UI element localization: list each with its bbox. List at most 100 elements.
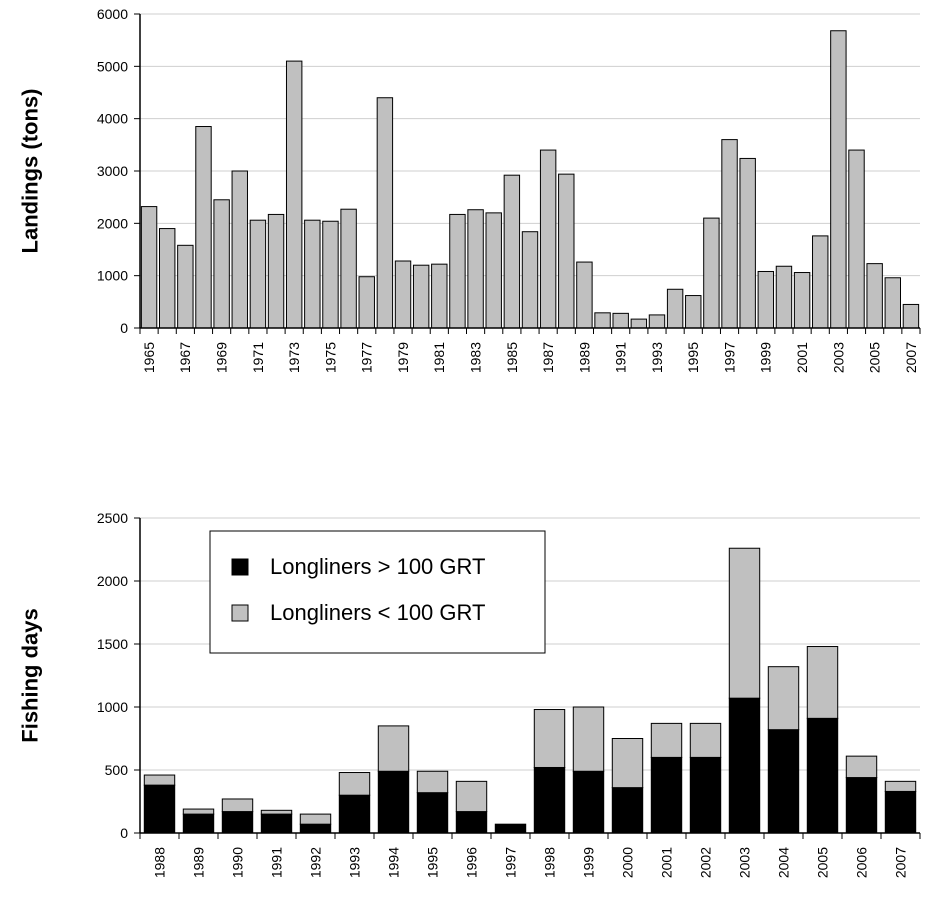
x-tick-label: 1969 <box>214 342 230 373</box>
x-tick-label: 1991 <box>613 342 629 373</box>
bar-large-longliners <box>455 811 488 834</box>
x-tick-label: 1971 <box>250 342 266 373</box>
bar-large-longliners <box>182 813 215 834</box>
y-tick-label: 500 <box>105 762 129 778</box>
bar-large-longliners <box>377 770 410 834</box>
legend-box <box>209 530 546 654</box>
bar <box>739 157 756 329</box>
x-tick-label: 1990 <box>229 847 245 878</box>
bar <box>539 149 557 329</box>
y-tick-label: 1000 <box>97 268 128 284</box>
legend-label: Longliners > 100 GRT <box>270 554 485 579</box>
x-tick-label: 2005 <box>814 847 830 878</box>
bar-large-longliners <box>299 823 332 834</box>
x-tick-label: 1977 <box>359 342 375 373</box>
bar <box>267 213 285 329</box>
bar <box>793 272 811 329</box>
bar <box>449 213 466 329</box>
bar <box>376 97 394 329</box>
bar <box>249 219 267 329</box>
bar-small-longliners <box>689 722 722 758</box>
x-tick-label: 2001 <box>658 847 674 878</box>
x-tick-label: 1973 <box>286 342 302 373</box>
bar <box>412 264 430 329</box>
y-tick-label: 4000 <box>97 111 128 127</box>
x-tick-label: 1979 <box>395 342 411 373</box>
bar <box>322 220 339 329</box>
x-tick-label: 1998 <box>541 847 557 878</box>
y-axis-title: Landings (tons) <box>18 89 43 254</box>
bar-large-longliners <box>611 787 644 834</box>
bar-large-longliners <box>143 784 176 834</box>
bar-small-longliners <box>221 798 254 813</box>
bar <box>213 199 230 329</box>
legend-swatch-small <box>231 604 249 622</box>
bar-large-longliners <box>260 813 293 834</box>
bar-large-longliners <box>221 811 254 834</box>
bar <box>902 303 920 329</box>
bar <box>830 30 847 329</box>
bar-small-longliners <box>728 547 761 699</box>
x-tick-label: 2007 <box>892 847 908 878</box>
bar <box>340 208 357 329</box>
x-tick-label: 1993 <box>346 847 362 878</box>
x-tick-label: 2005 <box>867 342 883 373</box>
bar <box>485 212 502 329</box>
x-tick-label: 2000 <box>619 847 635 878</box>
x-tick-label: 1989 <box>576 342 592 373</box>
fishing-days-panel: 0 500 1000 1500 2000 2500 1988 1989 1990 1991 1992… <box>18 510 921 878</box>
x-tick-label: 1992 <box>307 847 323 878</box>
x-tick-label: 1996 <box>463 847 479 878</box>
x-tick-label: 1999 <box>758 342 774 373</box>
bar <box>358 276 375 329</box>
x-tick-label: 2003 <box>830 342 846 373</box>
bar-large-longliners <box>767 729 800 834</box>
bar <box>721 139 738 329</box>
bar-small-longliners <box>572 706 605 772</box>
x-tick-label: 1997 <box>502 847 518 878</box>
y-tick-label: 1500 <box>97 636 128 652</box>
landings-panel: 0 1000 2000 3000 4000 5000 6000 1965 1967 1969 197… <box>18 6 921 373</box>
x-tick-label: 1993 <box>649 342 665 373</box>
x-tick-label: 1985 <box>504 342 520 373</box>
bar <box>467 209 484 329</box>
y-tick-label: 0 <box>120 320 128 336</box>
bar-small-longliners <box>767 666 800 731</box>
bar-large-longliners <box>416 792 449 834</box>
x-tick-label: 2002 <box>697 847 713 878</box>
bar-small-longliners <box>416 770 449 794</box>
bar <box>775 265 793 329</box>
bar <box>140 206 158 329</box>
bar <box>812 235 829 329</box>
bar-large-longliners <box>884 790 917 834</box>
legend-swatch-large <box>231 558 249 576</box>
x-tick-label: 1983 <box>467 342 483 373</box>
bar <box>231 170 248 329</box>
y-tick-label: 0 <box>120 825 128 841</box>
bar <box>195 126 212 329</box>
x-tick-label: 1991 <box>268 847 284 878</box>
bar <box>431 263 448 329</box>
bar-small-longliners <box>845 755 878 779</box>
bar-small-longliners <box>182 808 215 815</box>
y-tick-label: 1000 <box>97 699 128 715</box>
x-tick-label: 1995 <box>685 342 701 373</box>
x-tick-label: 1965 <box>141 342 157 373</box>
y-tick-label: 3000 <box>97 163 128 179</box>
bar <box>285 60 303 329</box>
bar <box>685 295 702 329</box>
bar-small-longliners <box>143 774 176 786</box>
x-tick-label: 2007 <box>903 342 919 373</box>
bar-large-longliners <box>689 756 722 834</box>
x-tick-label: 1997 <box>721 342 737 373</box>
bar-small-longliners <box>650 722 683 758</box>
bar <box>648 314 666 329</box>
y-tick-label: 2000 <box>97 215 128 231</box>
bar-small-longliners <box>806 646 839 719</box>
y-axis-title: Fishing days <box>18 608 43 742</box>
bar-large-longliners <box>845 777 878 834</box>
legend: Longliners > 100 GRT Longliners < 100 GRT <box>209 530 546 654</box>
y-tick-label: 6000 <box>97 6 128 22</box>
